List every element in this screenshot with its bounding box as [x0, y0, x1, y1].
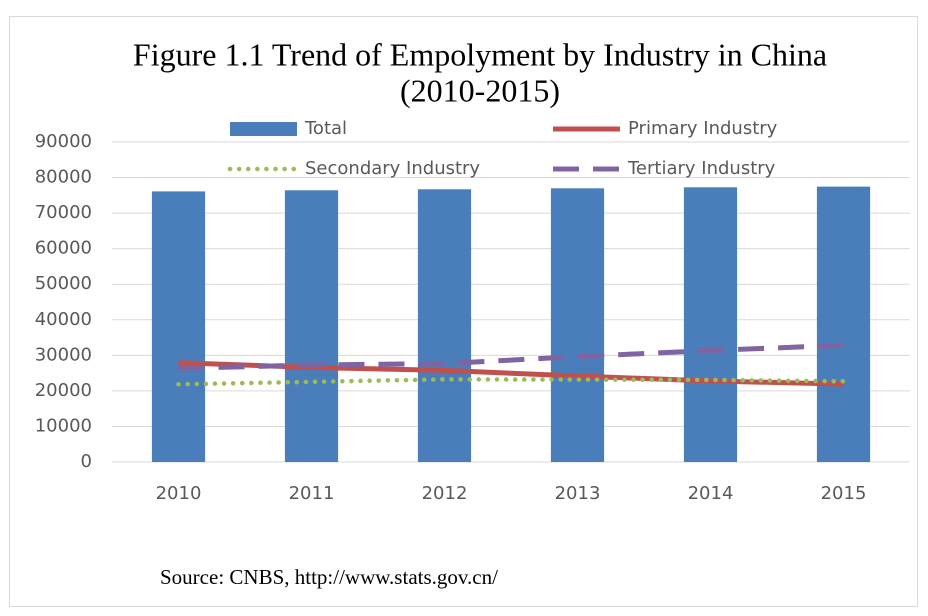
x-tick-label: 2015: [821, 483, 867, 504]
bar: [151, 191, 206, 462]
legend-label: Primary Industry: [628, 118, 778, 139]
x-tick-label: 2010: [156, 483, 202, 504]
y-tick-label: 30000: [35, 344, 92, 365]
x-tick-label: 2011: [289, 483, 335, 504]
series-line: [176, 377, 846, 387]
x-tick-label: 2013: [555, 483, 601, 504]
y-tick-label: 20000: [35, 380, 92, 401]
legend-label: Tertiary Industry: [627, 158, 776, 179]
y-tick-label: 50000: [35, 273, 92, 294]
bar: [683, 187, 738, 462]
chart-title: Figure 1.1 Trend of Empolyment by Indust…: [133, 36, 827, 72]
y-tick-label: 40000: [35, 309, 92, 330]
y-tick-label: 60000: [35, 238, 92, 259]
bar: [417, 189, 472, 463]
x-tick-label: 2014: [688, 483, 734, 504]
source-note: Source: CNBS, http://www.stats.gov.cn/: [160, 565, 498, 589]
bar: [816, 186, 871, 463]
chart-title: (2010-2015): [400, 72, 560, 108]
bar: [550, 188, 605, 462]
y-tick-label: 70000: [35, 202, 92, 223]
bar: [284, 190, 339, 463]
y-tick-label: 0: [81, 451, 92, 472]
x-tick-label: 2012: [422, 483, 468, 504]
legend-label: Secondary Industry: [305, 158, 480, 179]
y-tick-label: 80000: [35, 167, 92, 188]
legend-label: Total: [304, 118, 347, 139]
series-line: [178, 342, 844, 371]
y-tick-label: 90000: [35, 131, 92, 152]
legend-swatch: [230, 122, 297, 136]
y-tick-label: 10000: [35, 415, 92, 436]
